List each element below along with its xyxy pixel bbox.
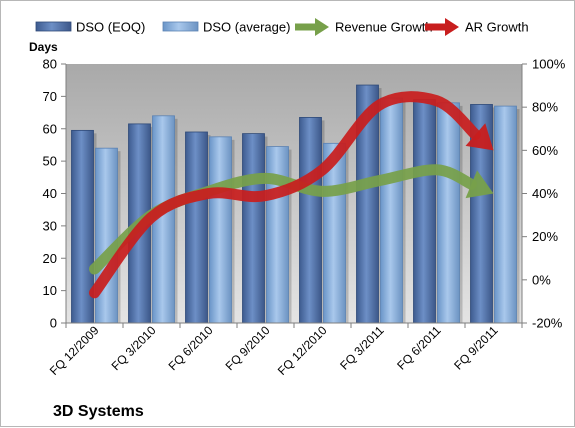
legend-label-dso-average-: DSO (average) bbox=[203, 20, 290, 35]
bar-dso-average- bbox=[495, 106, 517, 323]
legend-swatch-dso-average- bbox=[163, 22, 198, 31]
bar-dso-average- bbox=[267, 147, 289, 323]
legend-swatch-dso-eoq- bbox=[36, 22, 71, 31]
y-tick-label: 20 bbox=[43, 251, 57, 266]
legend-label-ar-growth: AR Growth bbox=[465, 20, 529, 35]
x-tick-label: FQ 9/2010 bbox=[223, 323, 273, 373]
chart-title: 3D Systems bbox=[53, 403, 144, 420]
y2-tick-label: 40% bbox=[532, 186, 558, 201]
y-tick-label: 0 bbox=[50, 316, 57, 331]
x-tick-label: FQ 12/2010 bbox=[275, 323, 330, 378]
y-tick-label: 70 bbox=[43, 89, 57, 104]
y2-tick-label: -20% bbox=[532, 316, 563, 331]
bar-dso-eoq- bbox=[300, 117, 322, 323]
x-tick-label: FQ 12/2009 bbox=[47, 323, 102, 378]
bar-dso-average- bbox=[381, 98, 403, 323]
y-tick-label: 50 bbox=[43, 154, 57, 169]
y2-tick-label: 20% bbox=[532, 229, 558, 244]
x-tick-label: FQ 9/2011 bbox=[451, 323, 501, 373]
y-tick-label: 60 bbox=[43, 121, 57, 136]
x-tick-label: FQ 3/2011 bbox=[337, 323, 387, 373]
y2-tick-label: 60% bbox=[532, 143, 558, 158]
y-axis-title: Days bbox=[29, 40, 58, 54]
y-tick-label: 40 bbox=[43, 186, 57, 201]
legend-label-revenue-growth: Revenue Growth bbox=[335, 20, 433, 35]
bar-dso-average- bbox=[210, 137, 232, 323]
x-tick-label: FQ 3/2010 bbox=[109, 323, 159, 373]
y2-tick-label: 100% bbox=[532, 57, 566, 72]
bar-dso-eoq- bbox=[414, 100, 436, 323]
y-tick-label: 80 bbox=[43, 57, 57, 72]
legend-arrow-revenue-growth bbox=[315, 18, 329, 36]
x-tick-label: FQ 6/2010 bbox=[166, 323, 216, 373]
bar-dso-average- bbox=[96, 148, 118, 323]
bar-dso-eoq- bbox=[243, 134, 265, 323]
bar-dso-average- bbox=[438, 103, 460, 323]
y-tick-label: 10 bbox=[43, 283, 57, 298]
y2-tick-label: 0% bbox=[532, 272, 551, 287]
y2-tick-label: 80% bbox=[532, 100, 558, 115]
legend-arrow-ar-growth bbox=[445, 18, 459, 36]
x-tick-label: FQ 6/2011 bbox=[394, 323, 444, 373]
bar-dso-eoq- bbox=[186, 132, 208, 323]
y-tick-label: 30 bbox=[43, 218, 57, 233]
legend-label-dso-eoq-: DSO (EOQ) bbox=[76, 20, 145, 35]
